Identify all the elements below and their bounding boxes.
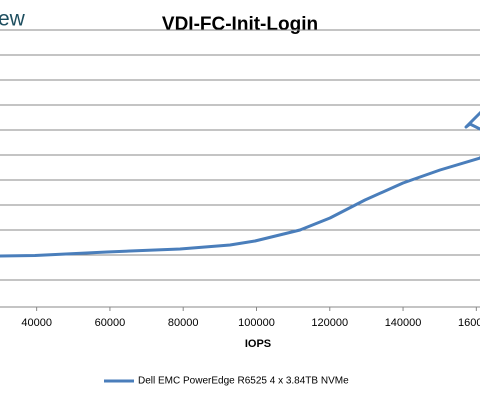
x-tick-label: 80000 [168, 317, 199, 329]
logo: ew [0, 8, 26, 31]
chart-title: VDI-FC-Init-Login [162, 14, 318, 35]
x-tick-label: 160000 [458, 317, 480, 329]
legend-label: Dell EMC PowerEdge R6525 4 x 3.84TB NVMe [138, 376, 349, 387]
x-tick-label: 40000 [21, 317, 52, 329]
series-line [0, 110, 480, 258]
x-tick-label: 140000 [385, 317, 422, 329]
x-tick-label: 120000 [311, 317, 348, 329]
x-tick-label: 100000 [238, 317, 275, 329]
x-tick-label: 60000 [95, 317, 126, 329]
x-axis-title: IOPS [245, 338, 271, 350]
